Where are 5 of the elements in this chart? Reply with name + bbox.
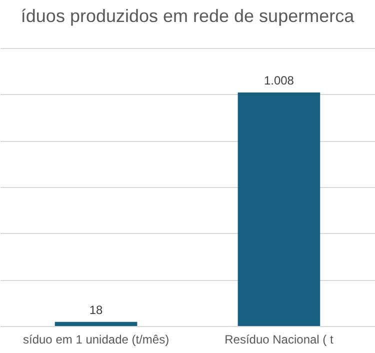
- data-label: 1.008: [264, 73, 294, 88]
- data-label: 18: [89, 302, 104, 317]
- chart-title: íduos produzidos em rede de supermerca: [20, 6, 356, 26]
- x-tick-label: síduo em 1 unidade (t/mês): [23, 332, 170, 346]
- x-tick-label: Resíduo Nacional ( t: [224, 332, 334, 346]
